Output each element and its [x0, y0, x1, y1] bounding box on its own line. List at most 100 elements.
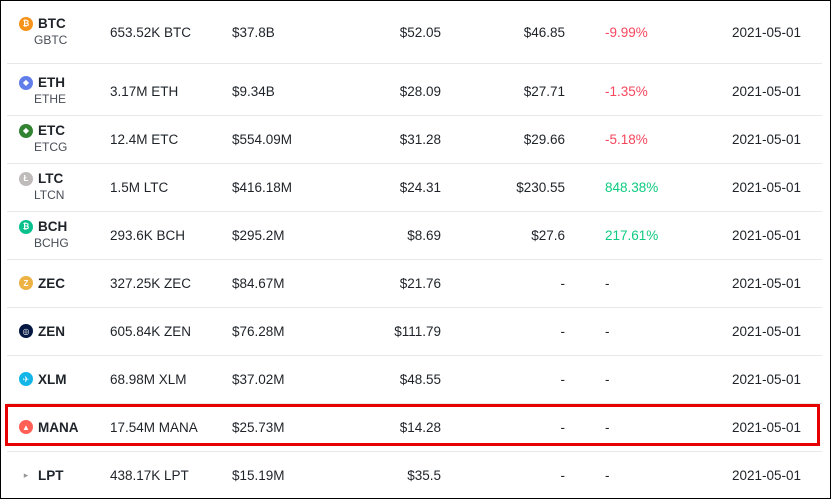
nav-per-share-cell: $52.05: [399, 24, 441, 40]
update-date-cell: 2021-05-01: [731, 323, 801, 339]
table-row[interactable]: ▲ MANA 17.54M MANA $25.73M $14.28 - - 20…: [7, 403, 822, 452]
bitcoin-icon: ₿: [19, 16, 33, 31]
coin-cell[interactable]: ▲ MANA: [19, 403, 109, 451]
market-price-cell: -: [560, 371, 566, 387]
livepeer-icon: ▸: [23, 469, 29, 480]
coin-symbol: LPT: [38, 467, 64, 483]
update-date-cell: 2021-05-01: [731, 371, 801, 387]
update-date-cell: 2021-05-01: [731, 179, 801, 195]
table-row[interactable]: ▸ LPT 438.17K LPT $15.19M $35.5 - - 2021…: [7, 451, 822, 498]
holdings-cell: 438.17K LPT: [110, 467, 189, 483]
coin-cell[interactable]: Ł LTC: [19, 163, 109, 218]
holdings-cell: 12.4M ETC: [110, 131, 179, 147]
premium-cell: 848.38%: [605, 179, 659, 195]
coin-symbol: ETH: [38, 75, 65, 90]
market-price-cell: $27.6: [531, 227, 565, 243]
bitcoin-cash-icon: ₿: [19, 219, 33, 234]
coin-symbol: BTC: [38, 16, 66, 31]
litecoin-icon: Ł: [19, 171, 33, 186]
market-price-cell: -: [560, 419, 566, 435]
nav-per-share-cell: $8.69: [407, 227, 441, 243]
table-row[interactable]: ✈ XLM 68.98M XLM $37.02M $48.55 - - 2021…: [7, 355, 822, 404]
market-price-cell: $230.55: [516, 179, 565, 195]
coin-symbol: BCH: [38, 219, 68, 234]
table-row[interactable]: ◆ ETC ETCG 12.4M ETC $554.09M $31.28 $29…: [7, 115, 822, 164]
nav-per-share-cell: $14.28: [399, 419, 441, 435]
ethereum-icon: ◆: [19, 75, 33, 90]
coin-cell[interactable]: ₿ BCH: [19, 211, 109, 266]
value-cell: $25.73M: [232, 419, 285, 435]
coin-cell[interactable]: Z ZEC: [19, 259, 109, 307]
coin-symbol: ETC: [38, 123, 65, 138]
table-row[interactable]: Z ZEC 327.25K ZEC $84.67M $21.76 - - 202…: [7, 259, 822, 308]
stellar-icon: ✈: [19, 372, 33, 386]
value-cell: $9.34B: [232, 83, 275, 99]
value-cell: $416.18M: [232, 179, 293, 195]
market-price-cell: -: [560, 467, 566, 483]
premium-cell: -: [605, 371, 610, 387]
trust-ticker[interactable]: ETHE: [34, 92, 67, 106]
table-row[interactable]: ₿ BTC GBTC 653.52K BTC $37.8B $52.05 $46…: [7, 1, 822, 64]
premium-cell: -: [605, 467, 610, 483]
market-price-cell: -: [560, 275, 566, 291]
holdings-cell: 17.54M MANA: [110, 419, 198, 435]
coin-cell[interactable]: ▸ LPT: [19, 451, 109, 498]
nav-per-share-cell: $31.28: [399, 131, 441, 147]
update-date-cell: 2021-05-01: [731, 227, 801, 243]
table-row[interactable]: ◆ ETH ETHE 3.17M ETH $9.34B $28.09 $27.7…: [7, 67, 822, 116]
table-row[interactable]: ◎ ZEN 605.84K ZEN $76.28M $111.79 - - 20…: [7, 307, 822, 356]
coin-symbol: ZEN: [38, 323, 65, 339]
coin-symbol: ZEC: [38, 275, 65, 291]
coin-cell[interactable]: ₿ BTC: [19, 1, 109, 77]
holdings-cell: 327.25K ZEC: [110, 275, 192, 291]
market-price-cell: $46.85: [523, 24, 565, 40]
value-cell: $295.2M: [232, 227, 285, 243]
value-cell: $84.67M: [232, 275, 285, 291]
premium-cell: -: [605, 323, 610, 339]
decentraland-icon: ▲: [19, 420, 33, 434]
holdings-cell: 605.84K ZEN: [110, 323, 192, 339]
zcash-icon: Z: [19, 276, 33, 290]
holdings-cell: 68.98M XLM: [110, 371, 187, 387]
premium-cell: -: [605, 419, 610, 435]
market-price-cell: $29.66: [523, 131, 565, 147]
coin-cell[interactable]: ✈ XLM: [19, 355, 109, 403]
update-date-cell: 2021-05-01: [731, 419, 801, 435]
market-price-cell: -: [560, 323, 566, 339]
premium-cell: -: [605, 275, 610, 291]
update-date-cell: 2021-05-01: [731, 275, 801, 291]
nav-per-share-cell: $48.55: [399, 371, 441, 387]
trust-ticker[interactable]: BCHG: [34, 236, 69, 250]
premium-cell: -1.35%: [605, 83, 648, 99]
trust-ticker[interactable]: LTCN: [34, 188, 65, 202]
holdings-cell: 653.52K BTC: [110, 24, 192, 40]
trust-ticker[interactable]: GBTC: [34, 33, 68, 47]
holdings-cell: 293.6K BCH: [110, 227, 186, 243]
coin-cell[interactable]: ◎ ZEN: [19, 307, 109, 355]
table-row[interactable]: Ł LTC LTCN 1.5M LTC $416.18M $24.31 $230…: [7, 163, 822, 212]
value-cell: $76.28M: [232, 323, 285, 339]
value-cell: $37.8B: [232, 24, 275, 40]
premium-cell: 217.61%: [605, 227, 659, 243]
value-cell: $554.09M: [232, 131, 293, 147]
nav-per-share-cell: $35.5: [407, 467, 441, 483]
premium-cell: -5.18%: [605, 131, 648, 147]
coin-symbol: LTC: [38, 171, 64, 186]
value-cell: $37.02M: [232, 371, 285, 387]
trust-ticker[interactable]: ETCG: [34, 140, 68, 154]
update-date-cell: 2021-05-01: [731, 24, 801, 40]
horizen-icon: ◎: [19, 324, 33, 338]
coin-cell[interactable]: ◆ ETH: [19, 67, 109, 122]
update-date-cell: 2021-05-01: [731, 83, 801, 99]
ethereum-classic-icon: ◆: [19, 123, 33, 138]
nav-per-share-cell: $111.79: [394, 323, 441, 339]
update-date-cell: 2021-05-01: [731, 467, 801, 483]
holdings-cell: 3.17M ETH: [110, 83, 179, 99]
update-date-cell: 2021-05-01: [731, 131, 801, 147]
value-cell: $15.19M: [232, 467, 285, 483]
coin-cell[interactable]: ◆ ETC: [19, 115, 109, 170]
table-row[interactable]: ₿ BCH BCHG 293.6K BCH $295.2M $8.69 $27.…: [7, 211, 822, 260]
market-price-cell: $27.71: [523, 83, 565, 99]
premium-cell: -9.99%: [605, 24, 648, 40]
